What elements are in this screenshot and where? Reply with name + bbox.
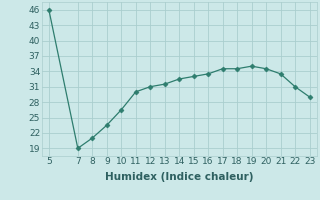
- X-axis label: Humidex (Indice chaleur): Humidex (Indice chaleur): [105, 172, 253, 182]
